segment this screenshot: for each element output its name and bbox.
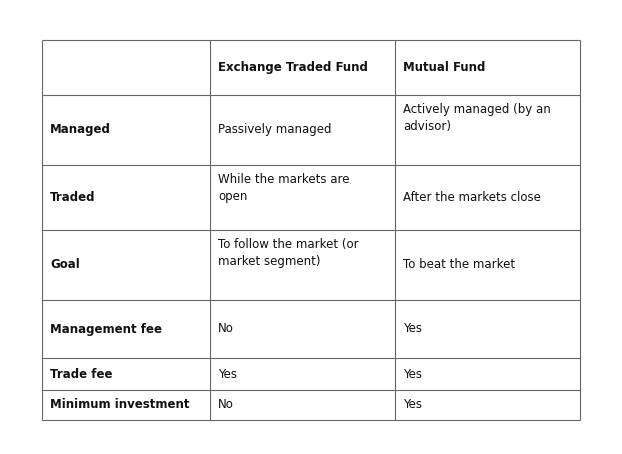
Text: No: No bbox=[218, 322, 234, 336]
Text: Actively managed (by an
advisor): Actively managed (by an advisor) bbox=[403, 103, 550, 133]
Text: Trade fee: Trade fee bbox=[50, 367, 113, 380]
Text: Passively managed: Passively managed bbox=[218, 123, 332, 137]
Text: To follow the market (or
market segment): To follow the market (or market segment) bbox=[218, 238, 359, 268]
Text: Mutual Fund: Mutual Fund bbox=[403, 61, 485, 74]
Text: To beat the market: To beat the market bbox=[403, 258, 515, 271]
Text: After the markets close: After the markets close bbox=[403, 191, 541, 204]
Text: Goal: Goal bbox=[50, 258, 80, 271]
Text: Minimum investment: Minimum investment bbox=[50, 399, 190, 411]
Text: Yes: Yes bbox=[403, 367, 422, 380]
Text: No: No bbox=[218, 399, 234, 411]
Text: Traded: Traded bbox=[50, 191, 96, 204]
Text: Exchange Traded Fund: Exchange Traded Fund bbox=[218, 61, 368, 74]
Text: Managed: Managed bbox=[50, 123, 111, 137]
Text: Yes: Yes bbox=[403, 322, 422, 336]
Text: While the markets are
open: While the markets are open bbox=[218, 173, 350, 203]
Text: Management fee: Management fee bbox=[50, 322, 162, 336]
Text: Yes: Yes bbox=[218, 367, 237, 380]
Text: Yes: Yes bbox=[403, 399, 422, 411]
